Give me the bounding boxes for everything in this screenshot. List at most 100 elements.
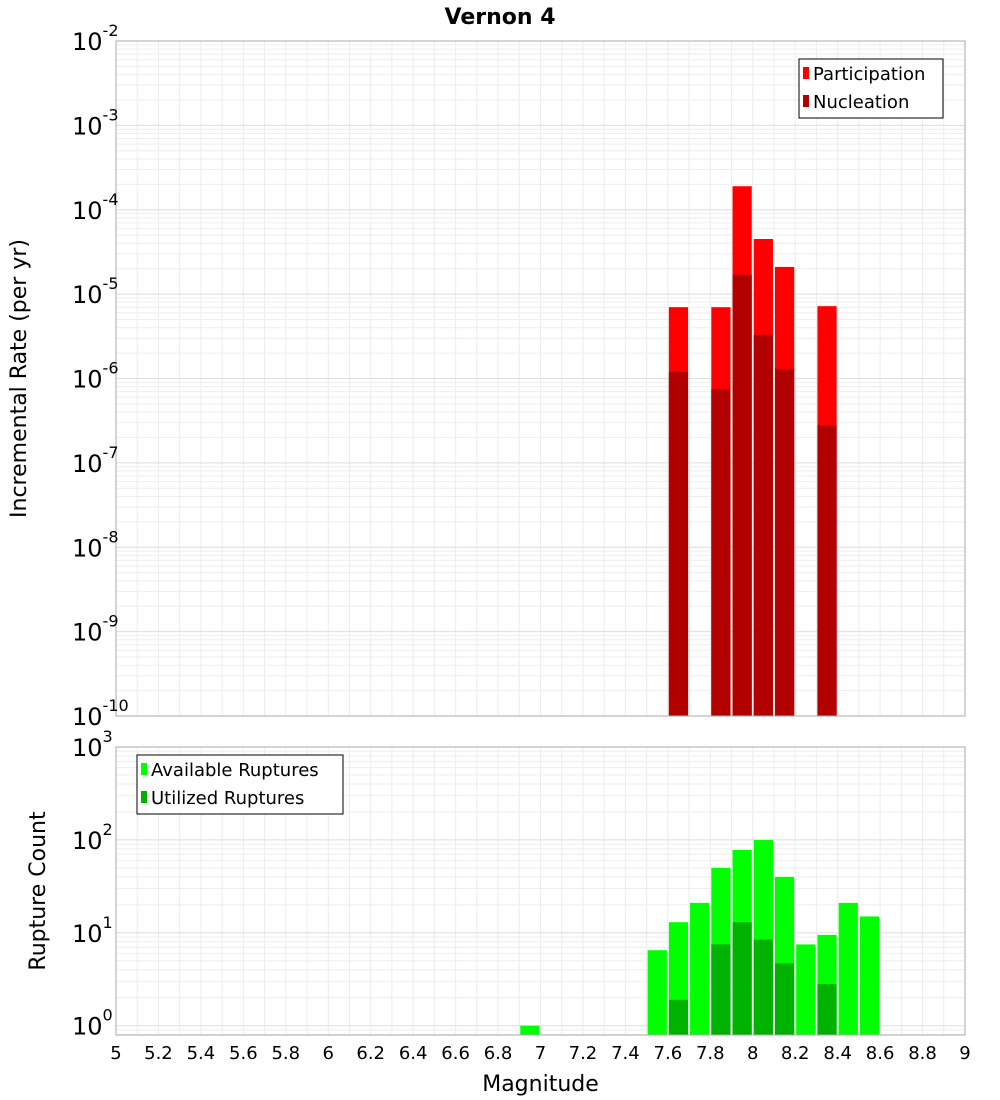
x-tick-label: 5.4 xyxy=(187,1043,216,1064)
rate-plot-frame xyxy=(115,40,966,717)
y-tick-exponent: -8 xyxy=(103,527,119,546)
count-x-ticks: 5 5.2 5.4 5.6 5.8 6 6.2 6.4 6.6 6.8 7 7.2 7.4 7.6 7.8 8… xyxy=(110,1043,970,1064)
x-tick-label: 6.4 xyxy=(399,1043,428,1064)
legend-entry: Nucleation xyxy=(813,92,909,113)
x-tick-label: 5 xyxy=(110,1043,121,1064)
rate-legend: Participation Nucleation xyxy=(798,58,944,119)
x-tick-label: 8.6 xyxy=(866,1043,895,1064)
y-tick-exponent: -3 xyxy=(103,105,119,124)
y-tick-base: 10 xyxy=(72,534,103,562)
count-available-ruptures-bar xyxy=(859,916,880,1035)
legend-box xyxy=(798,58,944,119)
x-tick-label: 8.8 xyxy=(908,1043,937,1064)
y-tick-label: 10-3 xyxy=(72,105,119,140)
count-utilized-ruptures-bar xyxy=(753,939,773,1035)
count-utilized-ruptures-bar xyxy=(668,999,689,1035)
y-tick-base: 10 xyxy=(72,619,103,647)
count-utilized-ruptures-bar xyxy=(732,922,752,1035)
rate-grid xyxy=(115,41,966,717)
y-tick-exponent: -7 xyxy=(103,443,119,462)
rate-nucleation-bar xyxy=(732,274,752,716)
x-axis-label: Magnitude xyxy=(482,1072,599,1097)
x-tick-label: 8 xyxy=(747,1043,758,1064)
x-tick-label: 6.6 xyxy=(441,1043,470,1064)
count-available-ruptures-bar xyxy=(838,902,858,1035)
legend-swatch xyxy=(141,763,147,775)
y-tick-exponent: 2 xyxy=(103,820,113,839)
count-utilized-ruptures-bar xyxy=(817,984,837,1035)
count-y-axis-label: Rupture Count xyxy=(26,811,51,971)
legend-swatch xyxy=(141,791,147,803)
rate-nucleation-bar xyxy=(668,371,689,716)
y-tick-label: 10-7 xyxy=(72,443,119,478)
y-tick-label: 10-4 xyxy=(72,190,119,225)
y-tick-label: 100 xyxy=(72,1006,113,1041)
rate-nucleation-bar xyxy=(774,368,795,716)
y-tick-label: 102 xyxy=(72,820,113,855)
y-tick-base: 10 xyxy=(72,112,103,140)
legend-entry: Participation xyxy=(813,64,925,85)
legend-entry: Available Ruptures xyxy=(151,760,319,781)
count-plot-frame xyxy=(115,746,966,1036)
x-tick-label: 5.2 xyxy=(144,1043,173,1064)
y-tick-base: 10 xyxy=(72,703,103,731)
rate-nucleation-bar xyxy=(753,334,773,716)
legend-entry: Utilized Ruptures xyxy=(151,788,304,809)
x-tick-label: 6 xyxy=(323,1043,334,1064)
x-tick-label: 7.2 xyxy=(569,1043,598,1064)
y-tick-exponent: 3 xyxy=(103,727,113,746)
count-utilized-ruptures-bar xyxy=(774,963,795,1035)
count-utilized-ruptures-bar xyxy=(711,944,731,1035)
y-tick-base: 10 xyxy=(72,827,103,855)
rate-bars xyxy=(668,186,837,716)
y-tick-base: 10 xyxy=(72,920,103,948)
x-tick-label: 8.2 xyxy=(781,1043,810,1064)
x-tick-label: 6.8 xyxy=(484,1043,513,1064)
y-tick-base: 10 xyxy=(72,734,103,762)
y-tick-exponent: -6 xyxy=(103,359,119,378)
y-tick-base: 10 xyxy=(72,450,103,478)
count-legend: Available Ruptures Utilized Ruptures xyxy=(136,754,344,815)
y-tick-exponent: -5 xyxy=(103,274,119,293)
y-tick-label: 10-6 xyxy=(72,359,119,394)
count-available-ruptures-bar xyxy=(796,944,816,1035)
x-tick-label: 6.2 xyxy=(356,1043,385,1064)
count-available-ruptures-bar xyxy=(520,1025,540,1035)
y-tick-exponent: -2 xyxy=(103,21,119,40)
rate-nucleation-bar xyxy=(711,389,731,716)
y-tick-exponent: -4 xyxy=(103,190,119,209)
y-tick-label: 101 xyxy=(72,913,113,948)
x-tick-label: 9 xyxy=(959,1043,970,1064)
y-tick-base: 10 xyxy=(72,366,103,394)
chart-title: Vernon 4 xyxy=(445,5,556,30)
x-tick-label: 7 xyxy=(535,1043,546,1064)
x-tick-label: 7.8 xyxy=(696,1043,725,1064)
y-tick-exponent: -9 xyxy=(103,612,119,631)
y-tick-label: 103 xyxy=(72,727,113,762)
y-tick-label: 10-10 xyxy=(72,696,129,731)
x-tick-label: 5.6 xyxy=(229,1043,258,1064)
legend-swatch xyxy=(803,67,809,79)
count-available-ruptures-bar xyxy=(647,950,667,1035)
y-tick-base: 10 xyxy=(72,281,103,309)
y-tick-exponent: 1 xyxy=(103,913,113,932)
x-tick-label: 7.4 xyxy=(611,1043,640,1064)
y-tick-label: 10-8 xyxy=(72,527,119,562)
y-tick-label: 10-5 xyxy=(72,274,119,309)
legend-swatch xyxy=(803,95,809,107)
y-tick-base: 10 xyxy=(72,28,103,56)
y-tick-exponent: 0 xyxy=(103,1006,113,1025)
y-tick-base: 10 xyxy=(72,197,103,225)
rate-y-axis-label: Incremental Rate (per yr) xyxy=(7,239,32,518)
y-tick-exponent: -10 xyxy=(103,696,129,715)
count-available-ruptures-bar xyxy=(690,902,710,1035)
rate-nucleation-bar xyxy=(817,425,837,716)
x-tick-label: 8.4 xyxy=(823,1043,852,1064)
x-tick-label: 5.8 xyxy=(271,1043,300,1064)
count-bars xyxy=(520,839,880,1035)
